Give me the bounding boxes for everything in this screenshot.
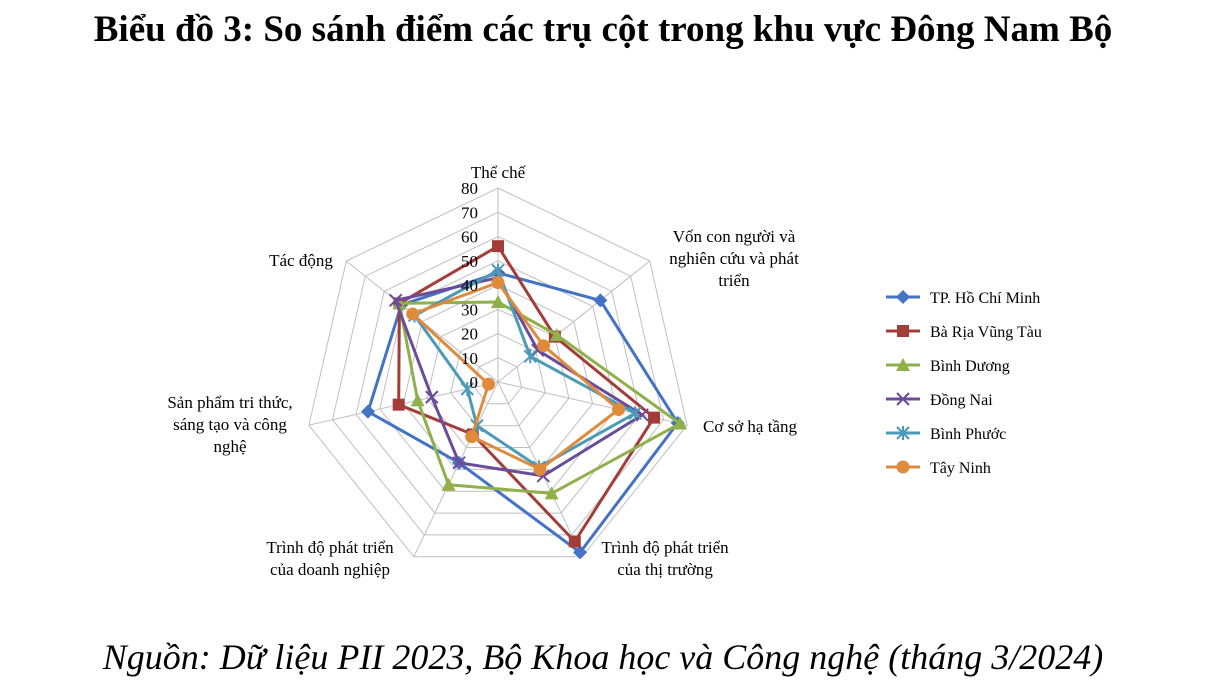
tick-label: 20 (461, 325, 478, 344)
data-point (425, 390, 439, 404)
tick-label: 60 (461, 228, 478, 247)
tick-label: 70 (461, 203, 478, 222)
data-point (492, 240, 504, 253)
data-point (896, 392, 910, 406)
series-line (413, 268, 637, 469)
data-point (544, 486, 559, 500)
legend-item: Bình Dương (886, 358, 1010, 375)
series-line (366, 271, 680, 554)
axis-label: Trình độ phát triển (601, 538, 729, 557)
axis-label: Vốn con người và (673, 227, 796, 246)
data-point (452, 456, 466, 470)
data-point (896, 358, 910, 371)
axis-label: của thị trường (617, 560, 713, 579)
data-point (673, 416, 688, 430)
legend-label: Bình Dương (930, 358, 1010, 375)
series-layer (360, 240, 688, 560)
legend-label: Tây Ninh (930, 460, 991, 477)
legend-item: Đồng Nai (886, 392, 993, 409)
grid-ring (308, 187, 688, 558)
data-point (648, 411, 661, 424)
data-point (896, 460, 910, 474)
data-point (465, 430, 479, 444)
series-line (411, 281, 621, 471)
grid-spoke (497, 260, 651, 383)
data-point (360, 404, 375, 419)
legend-item: Tây Ninh (886, 460, 991, 477)
legend-item: TP. Hồ Chí Minh (886, 290, 1040, 307)
legend-label: Đồng Nai (930, 392, 993, 409)
chart-source: Nguồn: Dữ liệu PII 2023, Bộ Khoa học và … (102, 637, 1104, 677)
grid-spoke (413, 381, 499, 558)
axis-label: nghệ (213, 437, 246, 456)
data-point (897, 325, 909, 337)
tick-label: 10 (461, 349, 478, 368)
tick-labels: 0 10 20 30 40 50 60 70 80 (461, 179, 478, 392)
data-point (628, 406, 642, 421)
tick-label: 0 (470, 373, 479, 392)
tick-label: 40 (461, 276, 478, 295)
grid-ring (355, 235, 641, 514)
data-point (523, 349, 537, 364)
series-t-y-ninh (406, 276, 626, 476)
data-point (593, 293, 608, 308)
legend-item: Bình Phước (886, 426, 1006, 443)
data-point (491, 276, 505, 290)
data-point (896, 290, 910, 304)
data-point (612, 403, 626, 417)
series-line (397, 244, 656, 543)
legend-label: Bà Rịa Vũng Tàu (930, 324, 1042, 341)
data-point (491, 294, 505, 308)
axis-label: Thể chế (471, 163, 526, 182)
axis-label: Trình độ phát triển (266, 538, 394, 557)
data-point (573, 545, 588, 560)
axis-label: Sản phẩm tri thức, (167, 393, 292, 412)
data-point (406, 307, 420, 321)
data-point (441, 477, 456, 491)
axis-label: nghiên cứu và phát (669, 249, 799, 268)
data-point (568, 535, 581, 548)
series-line (394, 276, 644, 478)
grid-ring (473, 357, 523, 405)
tick-label: 80 (461, 179, 478, 198)
data-point (482, 377, 496, 391)
axis-labels: Thể chế Vốn con người và nghiên cứu và phá… (167, 163, 799, 579)
legend-label: Bình Phước (930, 426, 1006, 443)
data-point (549, 328, 564, 342)
data-point (896, 426, 910, 440)
data-point (491, 263, 505, 278)
data-point (533, 462, 547, 476)
axis-label: của doanh nghiệp (270, 560, 390, 579)
legend-item: Bà Rịa Vũng Tàu (886, 324, 1042, 341)
axis-label: Tác động (269, 251, 333, 270)
tick-label: 30 (461, 300, 478, 319)
axis-label: Cơ sở hạ tầng (703, 417, 797, 436)
legend-label: TP. Hồ Chí Minh (930, 290, 1040, 307)
data-point (460, 382, 474, 397)
data-point (388, 293, 403, 308)
tick-label: 50 (461, 252, 478, 271)
series--ng-nai (388, 271, 649, 483)
data-point (410, 393, 425, 407)
data-point (392, 398, 405, 411)
legend: TP. Hồ Chí Minh Bà Rịa Vũng Tàu Bình Dương… (886, 290, 1042, 477)
axis-label: sáng tạo và công (173, 415, 287, 434)
grid-ring (331, 211, 665, 536)
axis-label: triển (718, 271, 750, 290)
data-point (537, 339, 551, 353)
chart-title: Biểu đồ 3: So sánh điểm các trụ cột tron… (93, 9, 1113, 50)
